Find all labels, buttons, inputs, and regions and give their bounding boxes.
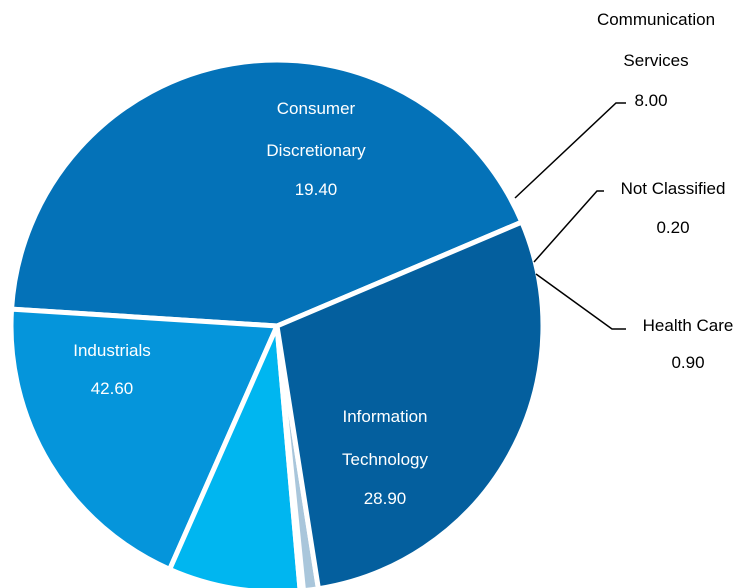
- label-not-classified-value: 0.20: [656, 218, 689, 237]
- leader-line-health-care: [535, 273, 626, 330]
- label-information-technology-line2: Technology: [342, 450, 429, 469]
- leader-line-communication-services: [514, 102, 626, 199]
- leader-line-not-classified: [533, 190, 604, 263]
- label-information-technology-value: 28.90: [364, 489, 407, 508]
- label-health-care-name: Health Care: [643, 316, 734, 335]
- label-consumer-discretionary-line2: Discretionary: [266, 141, 366, 160]
- pie-slice-information-technology: [274, 218, 546, 588]
- label-communication-services-value: 8.00: [634, 91, 667, 110]
- label-industrials-name: Industrials: [73, 341, 150, 360]
- label-communication-services-line2: Services: [623, 51, 688, 70]
- pie-slice-industrials: [8, 57, 526, 329]
- label-information-technology-line1: Information: [342, 407, 427, 426]
- label-consumer-discretionary-value: 19.40: [295, 180, 338, 199]
- label-industrials-value: 42.60: [91, 379, 134, 398]
- pie-slices: [8, 57, 546, 588]
- label-consumer-discretionary-line1: Consumer: [277, 99, 356, 118]
- label-health-care-value: 0.90: [671, 353, 704, 372]
- label-not-classified-name: Not Classified: [621, 179, 726, 198]
- pie-slice-communication-services: [166, 324, 303, 588]
- pie-slice-consumer-discretionary: [8, 306, 281, 573]
- label-communication-services-line1: Communication: [597, 10, 715, 29]
